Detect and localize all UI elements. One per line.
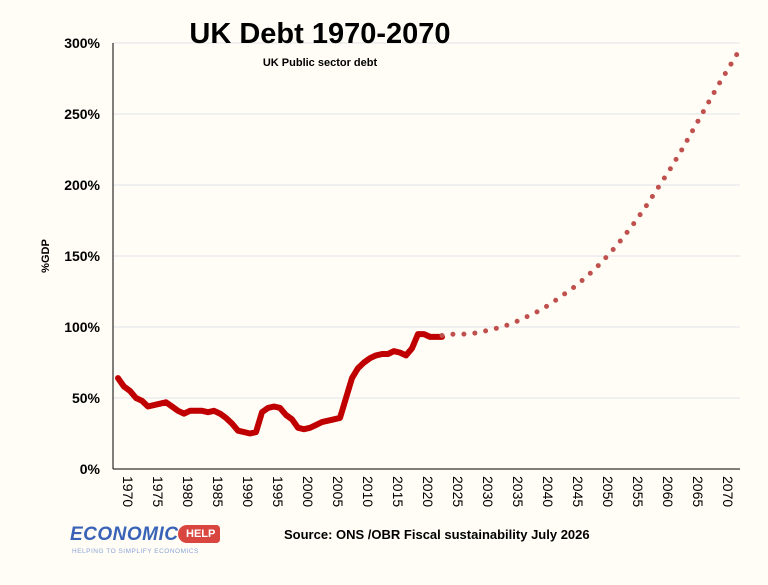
grid-lines	[113, 42, 740, 399]
x-tick-label: 2040	[540, 476, 556, 507]
y-tick-label: 100%	[64, 319, 100, 335]
x-tick-label: 2045	[570, 476, 586, 507]
historical-series-line	[115, 331, 445, 437]
x-tick-label: 2010	[360, 476, 376, 507]
x-tick-label: 2050	[600, 476, 616, 507]
chart-title: UK Debt 1970-2070	[189, 18, 451, 50]
x-tick-label: 2000	[300, 476, 316, 507]
y-tick-label: 300%	[64, 35, 100, 51]
x-tick-label: 2020	[420, 476, 436, 507]
logo-badge: HELP	[178, 525, 221, 543]
economics-help-logo[interactable]: ECONOMICS HELP HELPING TO SIMPLIFY ECONO…	[70, 524, 221, 564]
x-tick-label: 2015	[390, 476, 406, 507]
x-tick-label: 1975	[150, 476, 166, 507]
y-tick-label: 250%	[64, 106, 100, 122]
x-tick-label: 2005	[330, 476, 346, 507]
source-note: Source: ONS /OBR Fiscal sustainability J…	[284, 527, 590, 542]
y-axis-label: %GDP	[40, 239, 52, 273]
x-tick-labels: 1970 1975 1980 1985 1990 1995 2000 2005 2010 2015…	[120, 476, 736, 507]
x-tick-label: 2070	[720, 476, 736, 507]
x-tick-label: 2035	[510, 476, 526, 507]
logo-text: ECONOMICS	[70, 524, 192, 545]
y-tick-label: 0%	[80, 461, 101, 477]
x-tick-label: 2025	[450, 476, 466, 507]
x-tick-label: 1980	[180, 476, 196, 507]
series-group	[115, 43, 745, 437]
x-tick-label: 1985	[210, 476, 226, 507]
x-tick-label: 2055	[630, 476, 646, 507]
x-tick-label: 1995	[270, 476, 286, 507]
y-tick-label: 200%	[64, 177, 100, 193]
x-tick-label: 2065	[690, 476, 706, 507]
chart-subtitle: UK Public sector debt	[262, 57, 378, 69]
x-tick-label: 1990	[240, 476, 256, 507]
x-tick-label: 2030	[480, 476, 496, 507]
y-tick-labels: 0% 50% 100% 150% 200% 250% 300%	[64, 35, 100, 477]
logo-tagline: HELPING TO SIMPLIFY ECONOMICS	[72, 548, 199, 555]
projection-series-line	[439, 43, 745, 338]
x-tick-label: 2060	[660, 476, 676, 507]
y-tick-label: 150%	[64, 248, 100, 264]
x-tick-label: 1970	[120, 476, 136, 507]
y-tick-label: 50%	[72, 390, 101, 406]
